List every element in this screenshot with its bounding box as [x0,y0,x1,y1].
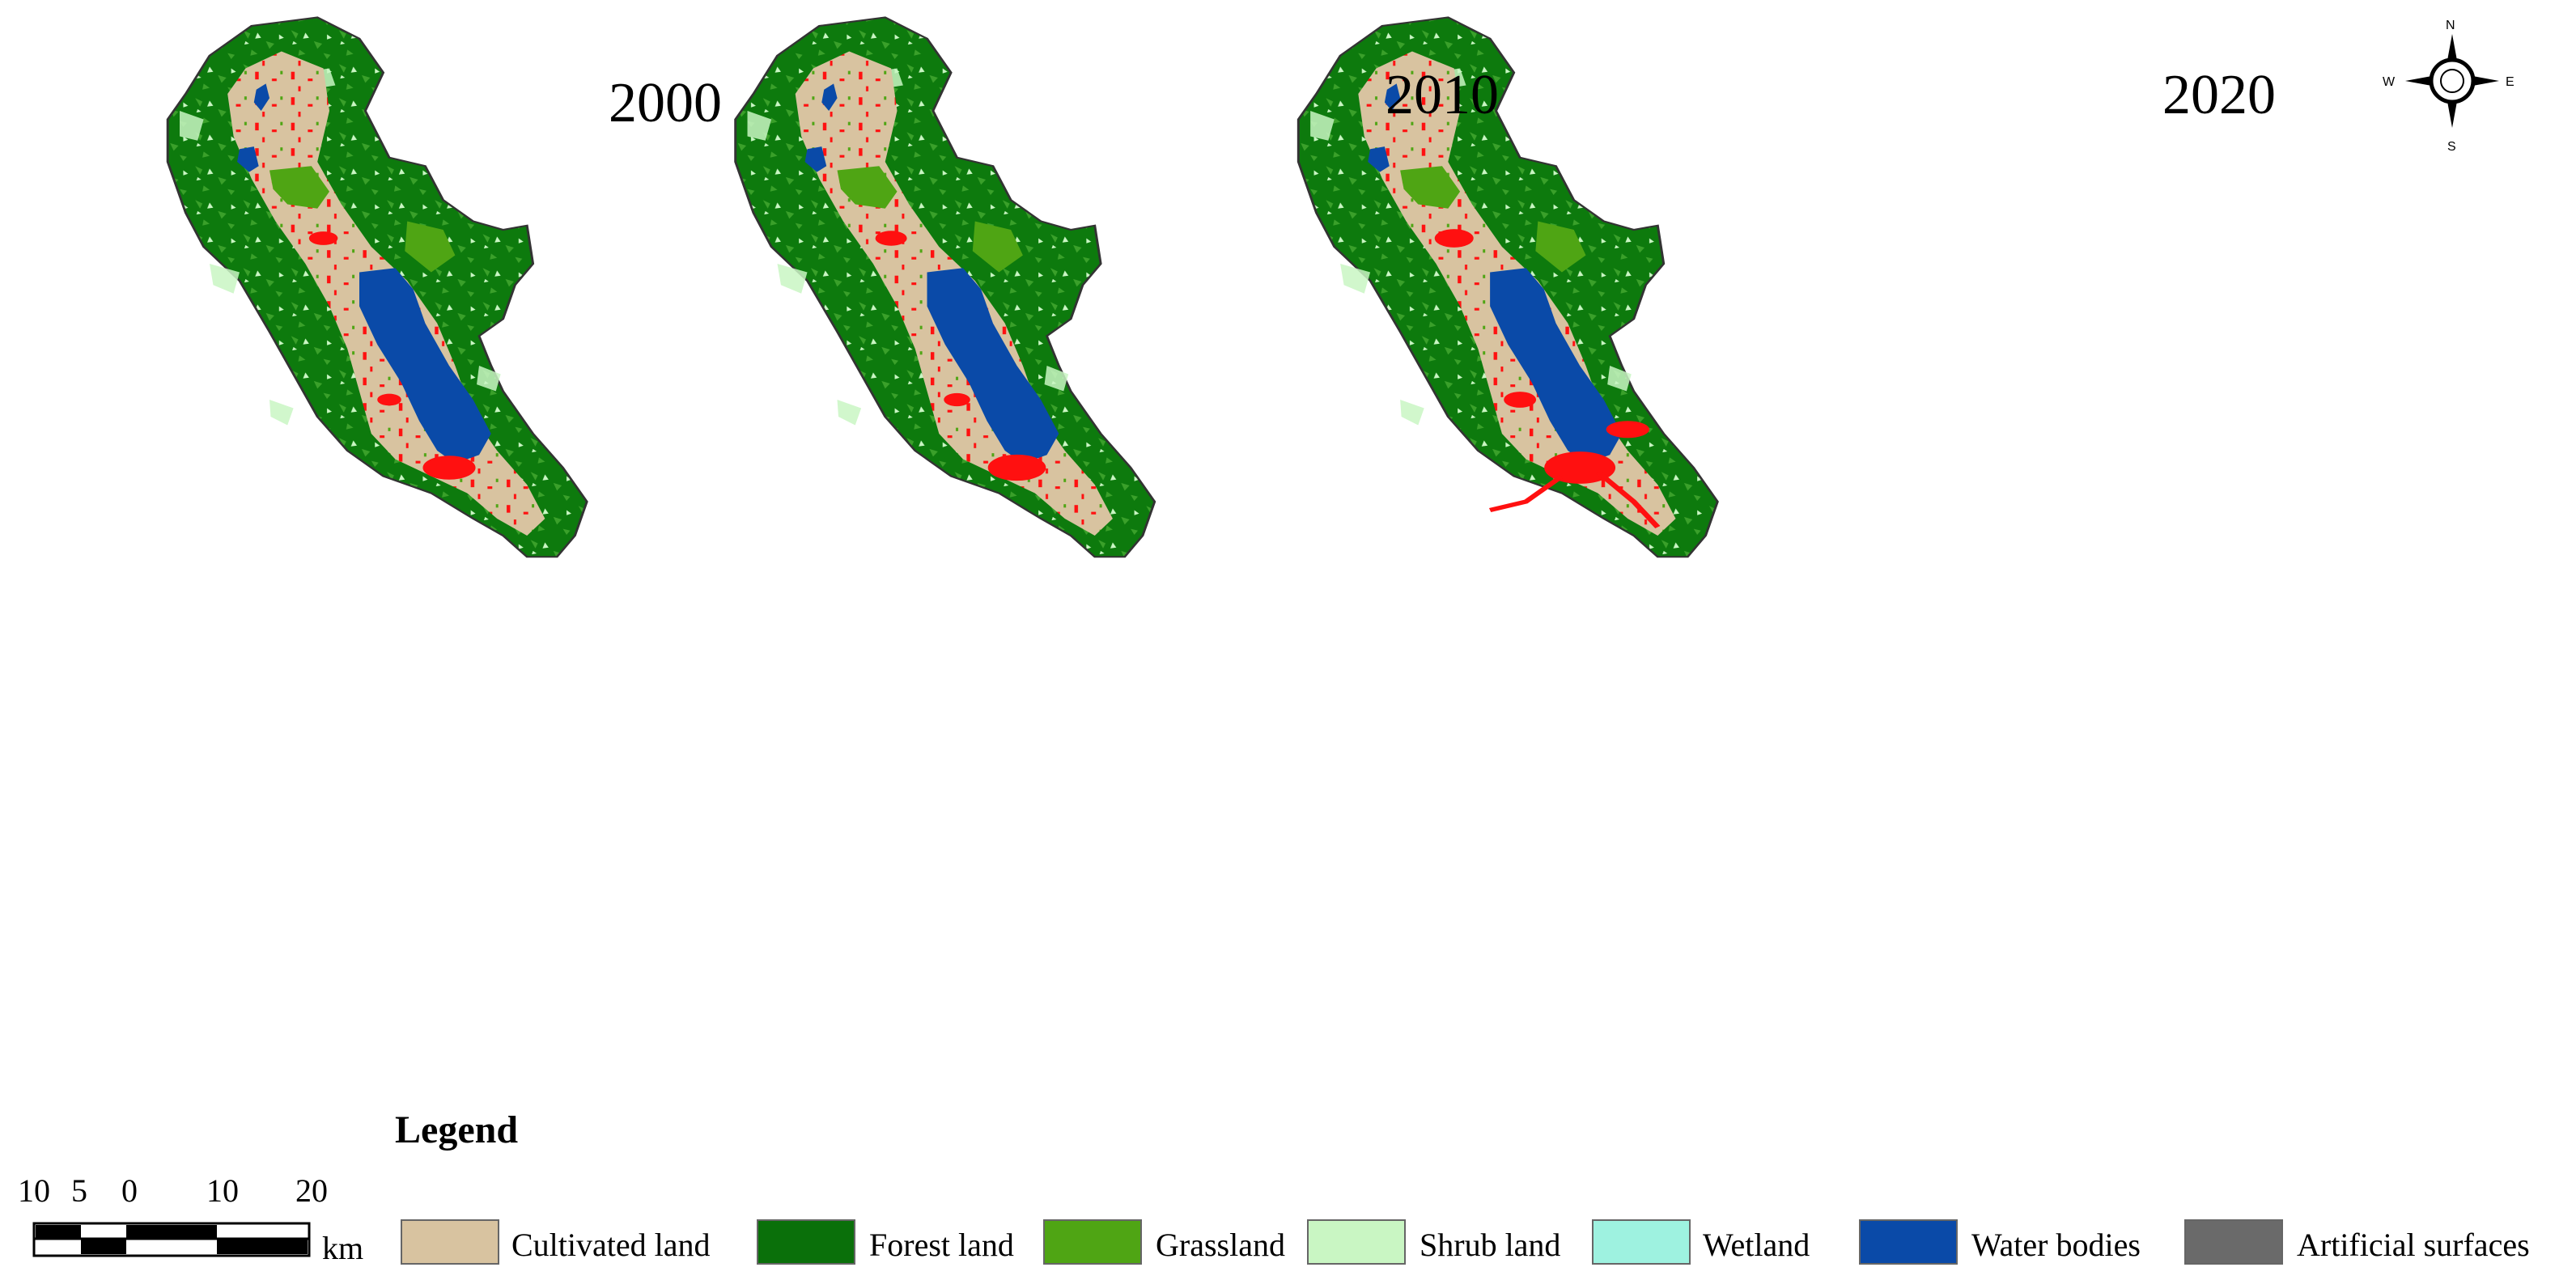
compass-north-label: N [2446,19,2455,32]
legend-label-wetland: Wetland [1703,1227,1810,1263]
grassland-region [972,221,1023,273]
legend-title: Legend [395,1108,518,1151]
forest-land-swatch [757,1219,855,1265]
built-up-road-network [1488,470,1661,528]
built-up-area [1504,392,1537,408]
built-up-area [1606,421,1649,439]
scale-unit-label: km [322,1230,363,1266]
scale-bar: 10 5 0 10 20 km [18,1172,363,1266]
shrub-land-region [1400,399,1424,426]
grassland-region [1535,221,1586,273]
built-up-area [987,454,1046,481]
built-up-area [875,231,907,246]
grassland-region [837,166,898,209]
shrub-land-region [210,264,240,294]
shrub-land-region [180,111,204,141]
shrub-land-region [1607,365,1632,392]
shrub-land-region [837,399,862,426]
shrub-land-region [477,365,501,392]
small-lake-water-body [1384,83,1401,111]
compass-south-label: S [2447,140,2456,154]
shrub-land-swatch [1307,1219,1406,1265]
map-year-title-2020: 2020 [2162,64,2276,126]
grassland-region [405,221,456,273]
wetland-swatch [1592,1219,1691,1265]
small-lake-water-body [253,83,269,111]
legend-label-shrub-land: Shrub land [1420,1227,1560,1263]
compass-west-label: W [2383,75,2396,89]
built-up-area [944,392,970,407]
legend-label-cultivated-land: Cultivated land [511,1227,711,1263]
artificial-surfaces-swatch [2184,1219,2283,1265]
built-up-area [377,393,401,406]
shrub-land-region [777,264,808,294]
map-year-title-2010: 2010 [1386,64,1499,126]
legend-label-forest-land: Forest land [869,1227,1014,1263]
land-use-map-2010 [734,16,1156,558]
legend-label-grassland: Grassland [1156,1227,1285,1263]
scale-tick-label: 10 [18,1172,50,1209]
lake-water-body [359,268,491,464]
grassland-region [269,166,329,209]
maps-layer [166,16,1719,558]
cultivated-land-swatch [401,1219,499,1265]
compass-rose-icon: N S E W [2383,19,2514,154]
shrub-land-region [269,399,294,426]
grassland-swatch [1043,1219,1142,1265]
scale-tick-label: 0 [121,1172,138,1209]
legend-label-artificial-surfaces: Artificial surfaces [2297,1227,2530,1263]
small-lake-water-body [237,146,259,172]
shrub-land-region [1310,111,1335,141]
map-year-title-2000: 2000 [609,72,722,134]
land-use-map-2000 [166,16,588,558]
built-up-area [1434,229,1474,248]
compass-east-label: E [2506,75,2514,89]
shrub-land-region [747,111,772,141]
built-up-area [1544,451,1616,484]
scale-tick-label: 5 [71,1172,87,1209]
lake-water-body [927,268,1059,464]
water-bodies-swatch [1859,1219,1958,1265]
small-lake-water-body [1368,146,1390,172]
land-use-map-2020 [1296,16,1719,558]
legend-label-water-bodies: Water bodies [1971,1227,2141,1263]
shrub-land-region [1340,264,1371,294]
scale-tick-label: 10 [206,1172,239,1209]
scale-tick-label: 20 [295,1172,328,1209]
grassland-region [1400,166,1461,209]
small-lake-water-body [821,83,838,111]
shrub-land-region [1044,365,1069,392]
legend-items: Cultivated land Forest land Grassland Sh… [401,1219,2530,1265]
built-up-area [422,456,476,480]
small-lake-water-body [804,146,827,172]
lake-water-body [1490,268,1622,464]
built-up-area [308,231,338,245]
